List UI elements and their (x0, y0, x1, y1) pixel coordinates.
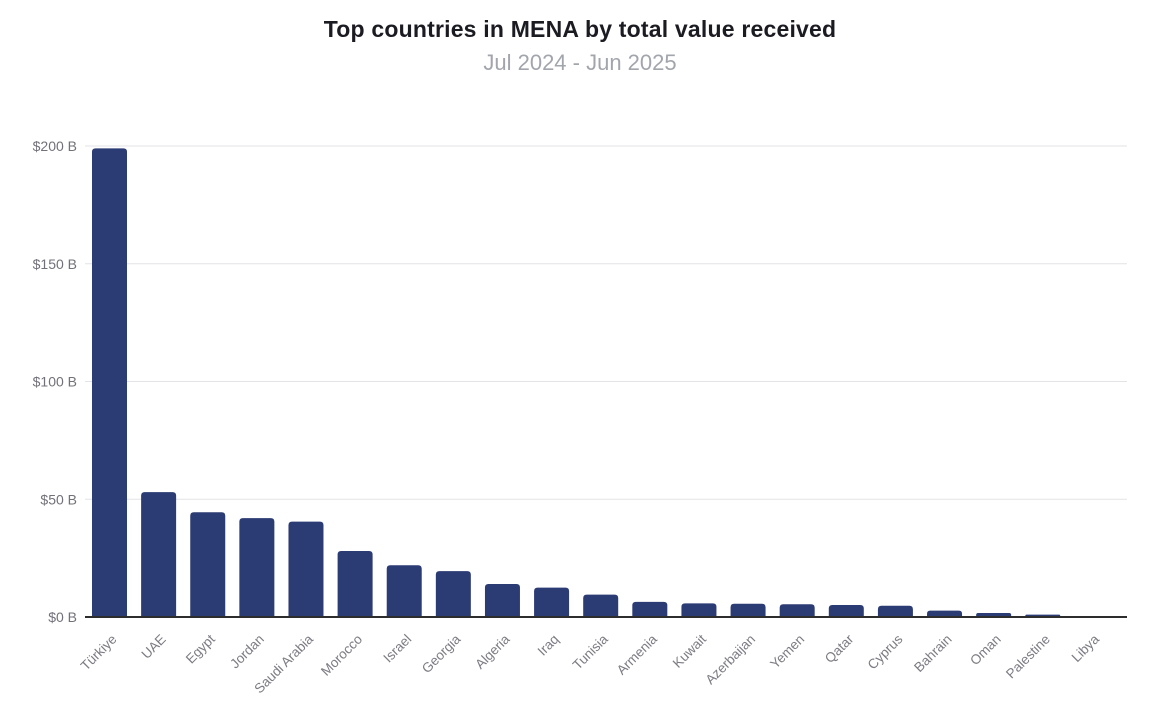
x-axis-label-qatar: Qatar (822, 631, 857, 666)
x-axis-label-jordan: Jordan (227, 632, 267, 672)
bar-armenia[interactable] (632, 601, 668, 617)
bar-kuwait[interactable] (681, 603, 717, 617)
y-axis-tick-label: $200 B (33, 138, 77, 154)
bar-uae[interactable] (141, 492, 177, 617)
x-axis-label-iraq: Iraq (535, 632, 562, 659)
y-axis-tick-label: $150 B (33, 256, 77, 272)
bar-algeria[interactable] (484, 584, 520, 617)
x-axis-label-morocco: Morocco (318, 632, 365, 679)
chart-subtitle: Jul 2024 - Jun 2025 (483, 50, 677, 75)
y-axis-tick-label: $100 B (33, 374, 77, 390)
x-axis-label-libya: Libya (1069, 631, 1103, 665)
x-axis-label-egypt: Egypt (183, 631, 218, 666)
bar-saudi-arabia[interactable] (288, 521, 324, 617)
x-axis-label-armenia: Armenia (614, 631, 661, 678)
x-axis-label-tunisia: Tunisia (570, 631, 611, 672)
x-axis-label-cyprus: Cyprus (865, 631, 906, 672)
bar-jordan[interactable] (239, 518, 275, 617)
x-axis-label-israel: Israel (380, 632, 414, 666)
x-axis-label-oman: Oman (967, 632, 1004, 669)
bar-egypt[interactable] (190, 512, 226, 617)
y-axis-tick-label: $0 B (48, 609, 77, 625)
bar-morocco[interactable] (337, 551, 373, 617)
bar-qatar[interactable] (828, 604, 864, 617)
bar-israel[interactable] (386, 565, 422, 617)
x-axis-label-azerbaijan: Azerbaijan (702, 632, 758, 688)
bar-georgia[interactable] (435, 571, 471, 617)
bar-tunisia[interactable] (583, 594, 619, 617)
y-axis-tick-label: $50 B (40, 491, 77, 507)
x-axis-label-uae: UAE (139, 632, 169, 662)
x-axis-label-palestine: Palestine (1003, 632, 1053, 682)
x-axis-label-yemen: Yemen (767, 632, 807, 672)
x-axis-label-türkiye: Türkiye (78, 632, 120, 674)
bar-iraq[interactable] (534, 587, 570, 617)
chart-title: Top countries in MENA by total value rec… (323, 16, 837, 42)
bar-cyprus[interactable] (877, 605, 913, 617)
bar-azerbaijan[interactable] (730, 603, 766, 617)
x-axis-label-algeria: Algeria (472, 631, 513, 672)
bar-yemen[interactable] (779, 604, 815, 617)
x-axis-label-bahrain: Bahrain (911, 632, 955, 676)
bar-bahrain[interactable] (927, 610, 963, 617)
x-axis-label-kuwait: Kuwait (670, 631, 709, 670)
bar-türkiye[interactable] (92, 148, 127, 618)
bar-oman[interactable] (976, 612, 1012, 617)
x-axis-label-georgia: Georgia (419, 631, 464, 676)
